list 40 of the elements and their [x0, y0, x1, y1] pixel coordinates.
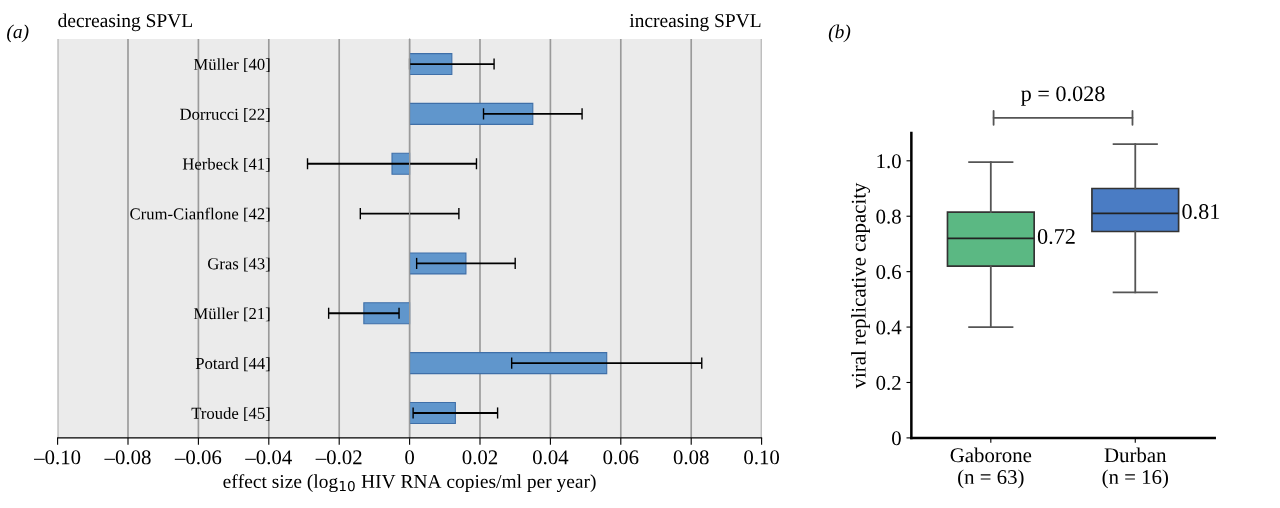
x-tick-label: –0.10: [34, 450, 81, 465]
y-tick-label: 0.8: [876, 209, 901, 224]
y-tick-label: Crum-Cianflone [42]: [130, 207, 270, 222]
x-axis-title: effect size (log$_{10}$ HIV RNA copies/ml per year): [223, 474, 596, 493]
x-tick-label: 0.06: [603, 450, 639, 465]
x-tick-label: –0.04: [245, 450, 292, 465]
x-tick-label: 0.08: [673, 450, 709, 465]
bar: [409, 252, 467, 275]
y-tick-label: 0.2: [876, 375, 901, 390]
bar: [409, 102, 534, 125]
y-tick-label: Gras [43]: [207, 257, 270, 272]
x-tick-label: –0.08: [104, 450, 151, 465]
y-tick-label: 0: [892, 431, 901, 446]
y-tick-label: Potard [44]: [195, 357, 270, 372]
y-tick-label: Müller [40]: [193, 58, 270, 73]
x-tick-label: 0.04: [532, 450, 569, 465]
x-tick-label: 0.02: [462, 450, 498, 465]
x-tick-label: –0.06: [174, 450, 222, 465]
y-tick-label: Troude [45]: [191, 407, 270, 421]
x-tick-label: 0.10: [744, 450, 780, 465]
y-tick-label: 0.4: [876, 320, 902, 335]
text: 0.72: [1037, 228, 1075, 245]
chart-title: (b): [828, 24, 851, 43]
text: decreasing SPVL: [58, 13, 192, 32]
chart-title: (a): [7, 24, 29, 43]
y-tick-label: Müller [21]: [193, 307, 270, 322]
x-tick-label: Durban (n = 16): [1102, 447, 1168, 489]
y-tick-label: Herbeck [41]: [182, 157, 270, 172]
y-tick-label: 1.0: [877, 154, 901, 169]
x-tick-label: 0: [405, 450, 415, 465]
y-tick-label: 0.6: [876, 265, 902, 280]
text: p = 0.028: [1021, 86, 1105, 106]
text: increasing SPVL: [629, 14, 761, 32]
x-tick-label: –0.02: [315, 450, 362, 465]
x-tick-label: Gaborone (n = 63): [950, 447, 1032, 489]
bar: [363, 302, 411, 325]
text: 0.81: [1182, 204, 1220, 220]
y-axis-title: viral replicative capacity: [851, 182, 871, 389]
bar: [409, 352, 608, 375]
y-tick-label: Dorrucci [22]: [180, 108, 270, 122]
